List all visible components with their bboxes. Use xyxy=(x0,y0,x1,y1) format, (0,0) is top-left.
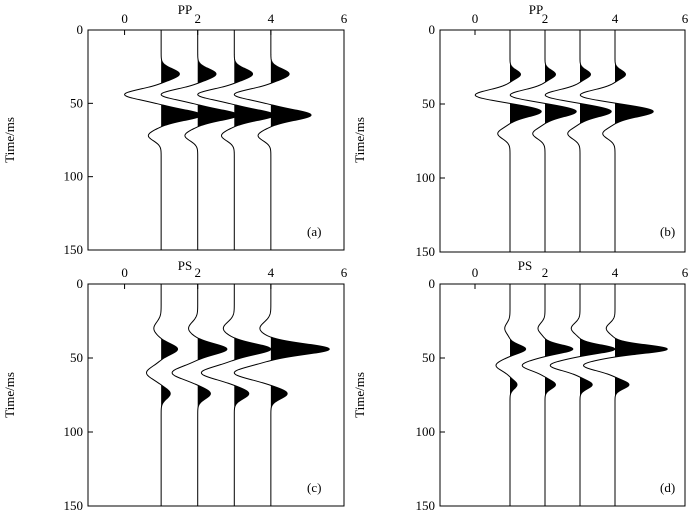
trace-group xyxy=(474,30,654,252)
plot-frame xyxy=(439,29,686,253)
trace-3-line xyxy=(200,284,272,506)
trace-3-line xyxy=(549,284,616,506)
trace-2-fill xyxy=(545,284,573,506)
x-tick-group: 0 2 4 6 xyxy=(472,265,689,289)
x-tick-label: 0 xyxy=(472,11,479,26)
trace-group xyxy=(146,284,330,506)
trace-1-line xyxy=(146,284,179,506)
panel-b: 0 2 4 6 0 50 100 150 PP Time/ms (b) xyxy=(352,2,689,259)
trace-2-line xyxy=(509,30,577,252)
x-tick-label: 6 xyxy=(682,11,689,26)
y-tick-label: 50 xyxy=(70,95,83,110)
trace-3-line xyxy=(544,30,612,252)
y-tick-label: 150 xyxy=(64,498,84,511)
plot-frame xyxy=(87,283,345,507)
y-tick-label: 50 xyxy=(70,350,83,365)
y-tick-label: 50 xyxy=(422,96,435,111)
trace-1-line xyxy=(124,30,202,250)
x-tick-label: 4 xyxy=(268,265,275,280)
trace-2-line xyxy=(171,284,228,506)
x-tick-label: 6 xyxy=(341,11,348,26)
y-tick-label: 100 xyxy=(416,424,436,439)
y-axis-label: Time/ms xyxy=(352,117,367,163)
panel-tag: (c) xyxy=(307,480,321,495)
trace-3-fill xyxy=(234,30,275,250)
trace-1-fill xyxy=(510,30,542,252)
trace-4-line xyxy=(583,284,668,506)
panel-tag: (b) xyxy=(660,224,675,239)
panel-title: PS xyxy=(178,258,192,273)
x-tick-label: 4 xyxy=(612,265,619,280)
trace-4-fill xyxy=(270,30,312,250)
trace-3-fill xyxy=(234,284,271,506)
x-tick-label: 6 xyxy=(341,265,348,280)
y-tick-label: 50 xyxy=(422,350,435,365)
y-axis-label: Time/ms xyxy=(2,372,17,418)
y-axis-label: Time/ms xyxy=(2,117,17,163)
panel-tag: (a) xyxy=(307,224,321,239)
trace-4-fill xyxy=(615,284,668,506)
panel-tag: (d) xyxy=(660,480,675,495)
trace-1-fill xyxy=(510,284,526,506)
trace-4-line xyxy=(233,284,330,506)
y-tick-group: 0 50 100 150 xyxy=(64,22,93,257)
x-tick-label: 0 xyxy=(121,11,128,26)
trace-1-line xyxy=(495,284,527,506)
x-tick-label: 4 xyxy=(612,11,619,26)
y-tick-label: 0 xyxy=(77,276,84,291)
trace-3-fill xyxy=(580,30,612,252)
x-tick-label: 0 xyxy=(121,265,128,280)
panel-title: PP xyxy=(178,2,192,17)
trace-group xyxy=(124,30,312,250)
trace-2-fill xyxy=(545,30,577,252)
x-tick-label: 2 xyxy=(542,265,549,280)
trace-3-line xyxy=(197,30,276,250)
y-tick-label: 100 xyxy=(64,169,84,184)
y-tick-label: 150 xyxy=(416,244,436,259)
x-tick-label: 0 xyxy=(472,265,479,280)
panel-c: 0 2 4 6 0 50 100 150 PS Time/ms (c) xyxy=(2,258,348,511)
trace-2-line xyxy=(521,284,574,506)
y-tick-label: 150 xyxy=(64,242,84,257)
y-tick-group: 0 50 100 150 xyxy=(64,276,93,511)
x-tick-group: 0 2 4 6 xyxy=(472,11,689,35)
trace-group xyxy=(495,284,668,506)
trace-3-fill xyxy=(580,284,615,506)
y-axis-label: Time/ms xyxy=(352,372,367,418)
y-tick-label: 150 xyxy=(416,498,436,511)
x-tick-group: 0 2 4 6 xyxy=(121,11,348,35)
trace-1-line xyxy=(474,30,542,252)
panel-title: PS xyxy=(518,258,532,273)
trace-4-fill xyxy=(270,284,330,506)
x-tick-label: 6 xyxy=(682,265,689,280)
trace-4-line xyxy=(233,30,312,250)
x-tick-label: 4 xyxy=(268,11,275,26)
trace-2-fill xyxy=(197,284,227,506)
panel-d: 0 2 4 6 0 50 100 150 PS Time/ms (d) xyxy=(352,258,689,511)
y-tick-group: 0 50 100 150 xyxy=(416,276,445,511)
x-tick-group: 0 2 4 6 xyxy=(121,265,348,289)
x-tick-label: 2 xyxy=(194,265,201,280)
y-tick-label: 0 xyxy=(429,276,436,291)
plot-frame xyxy=(87,29,345,251)
panel-title: PP xyxy=(529,2,543,17)
y-tick-label: 0 xyxy=(429,22,436,37)
trace-4-fill xyxy=(615,30,654,252)
y-tick-group: 0 50 100 150 xyxy=(416,22,445,259)
trace-2-line xyxy=(160,30,239,250)
trace-2-fill xyxy=(197,30,238,250)
plot-frame xyxy=(439,283,686,507)
y-tick-label: 100 xyxy=(416,170,436,185)
panel-a: 0 2 4 6 0 50 100 150 PP Time/ms (a) xyxy=(2,2,348,257)
y-tick-label: 0 xyxy=(77,22,84,37)
x-tick-label: 2 xyxy=(194,11,201,26)
trace-4-line xyxy=(579,30,654,252)
trace-1-fill xyxy=(161,30,202,250)
x-tick-label: 2 xyxy=(542,11,549,26)
y-tick-label: 100 xyxy=(64,424,84,439)
